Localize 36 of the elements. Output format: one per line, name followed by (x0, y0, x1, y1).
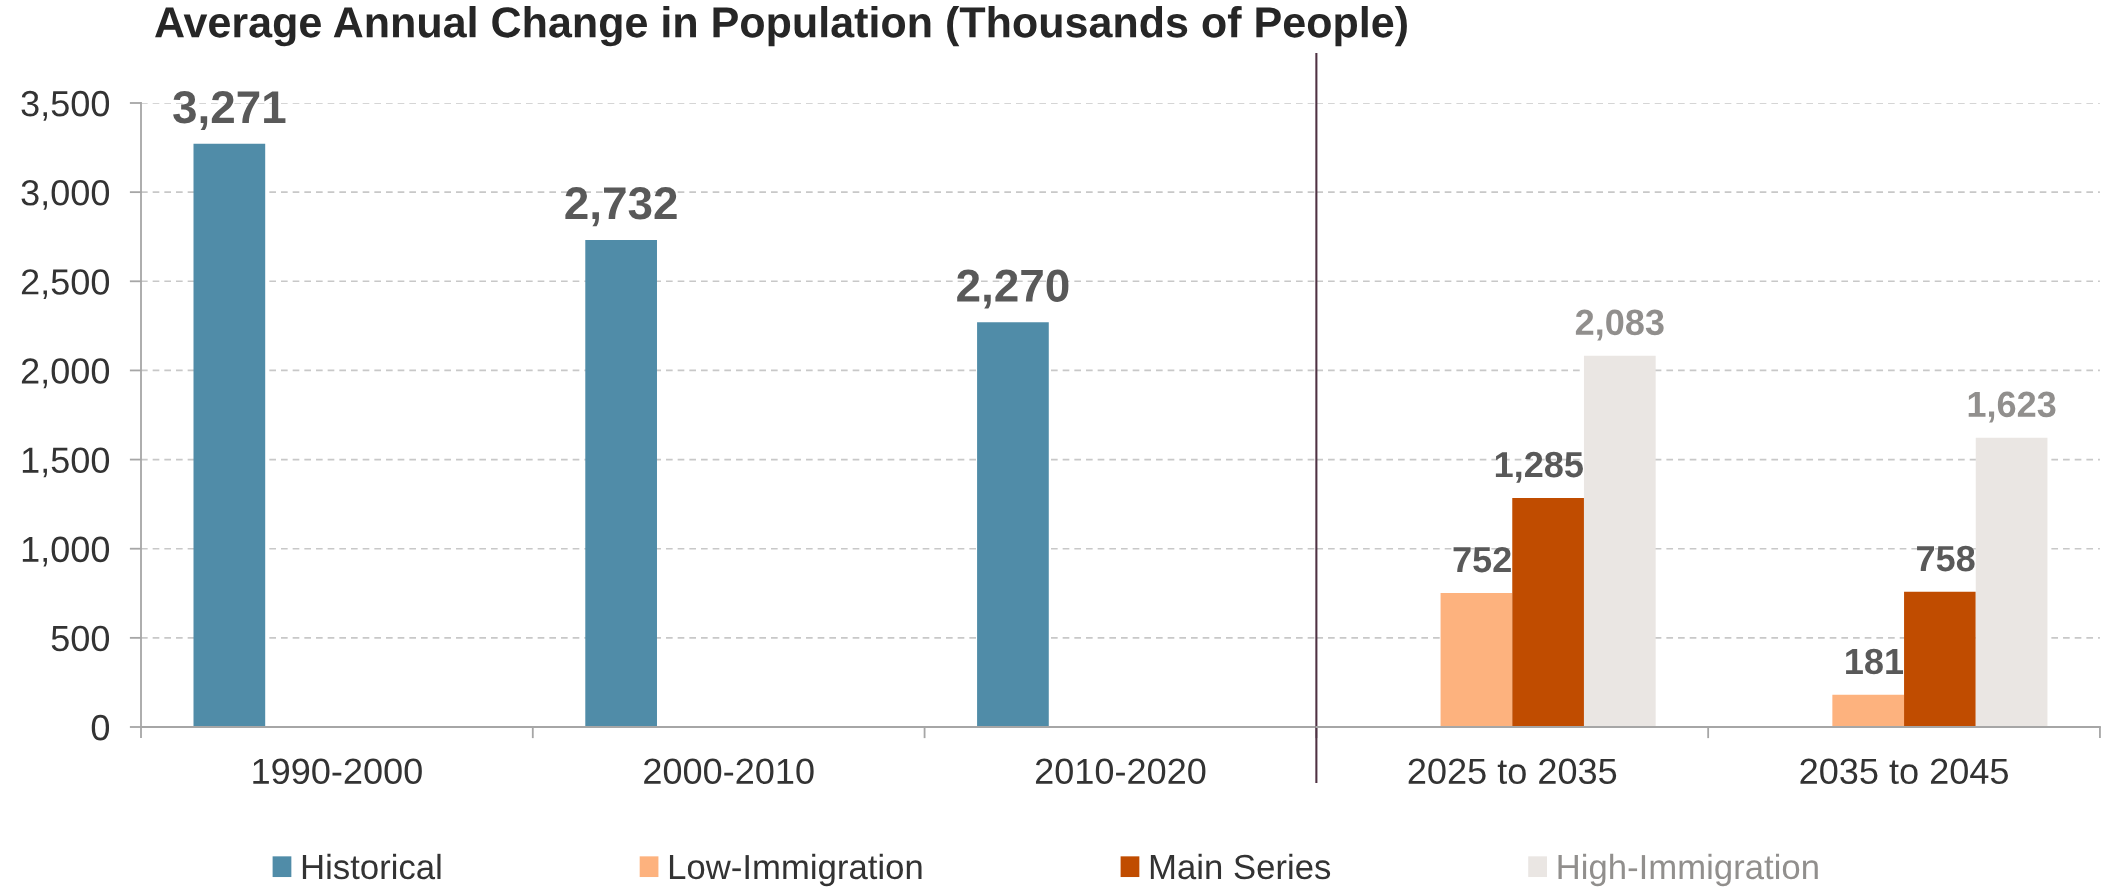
x-tick-label: 2010-2020 (1035, 758, 1206, 785)
data-label: 181 (1846, 648, 1904, 675)
data-label: 758 (1917, 545, 1975, 572)
bar (1440, 592, 1513, 727)
legend-label: Historical (302, 853, 441, 880)
legend-label: High-Immigration (1558, 853, 1818, 887)
chart-title: Average Annual Change in Population (Thousands of People) (155, 6, 1407, 47)
data-label: 752 (1453, 546, 1511, 573)
y-tick-label: 1,000 (22, 536, 110, 567)
bar (585, 239, 657, 727)
bar (1512, 497, 1584, 727)
bar (1904, 591, 1976, 727)
data-label: 2,732 (565, 187, 677, 227)
y-tick-label: 3,000 (21, 180, 110, 210)
data-label: 2,083 (1575, 309, 1664, 341)
y-tick-label: 500 (51, 625, 110, 652)
x-tick-label: 2000-2010 (644, 758, 814, 785)
y-tick-label: 1,500 (22, 447, 110, 478)
bar (1975, 437, 2048, 727)
bar (1583, 355, 1656, 727)
legend-label: Low-Immigration (669, 853, 922, 887)
x-tick-label: 2025 to 2035 (1408, 758, 1617, 785)
x-tick-label: 1990-2000 (253, 758, 422, 785)
legend-label: Main Series (1150, 853, 1331, 880)
y-tick-label: 3,500 (21, 90, 110, 121)
data-label: 2,270 (957, 269, 1069, 309)
x-tick-label: 2035 to 2045 (1800, 758, 2008, 785)
y-tick-label: 2,500 (21, 269, 110, 299)
y-tick-label: 2,000 (21, 358, 110, 389)
bar (977, 322, 1049, 727)
data-label: 1,285 (1495, 451, 1583, 483)
bar (1832, 694, 1905, 727)
data-label: 3,271 (173, 90, 286, 131)
data-label: 1,623 (1968, 391, 2056, 423)
y-tick-label: 0 (91, 714, 110, 741)
bar (193, 143, 266, 727)
